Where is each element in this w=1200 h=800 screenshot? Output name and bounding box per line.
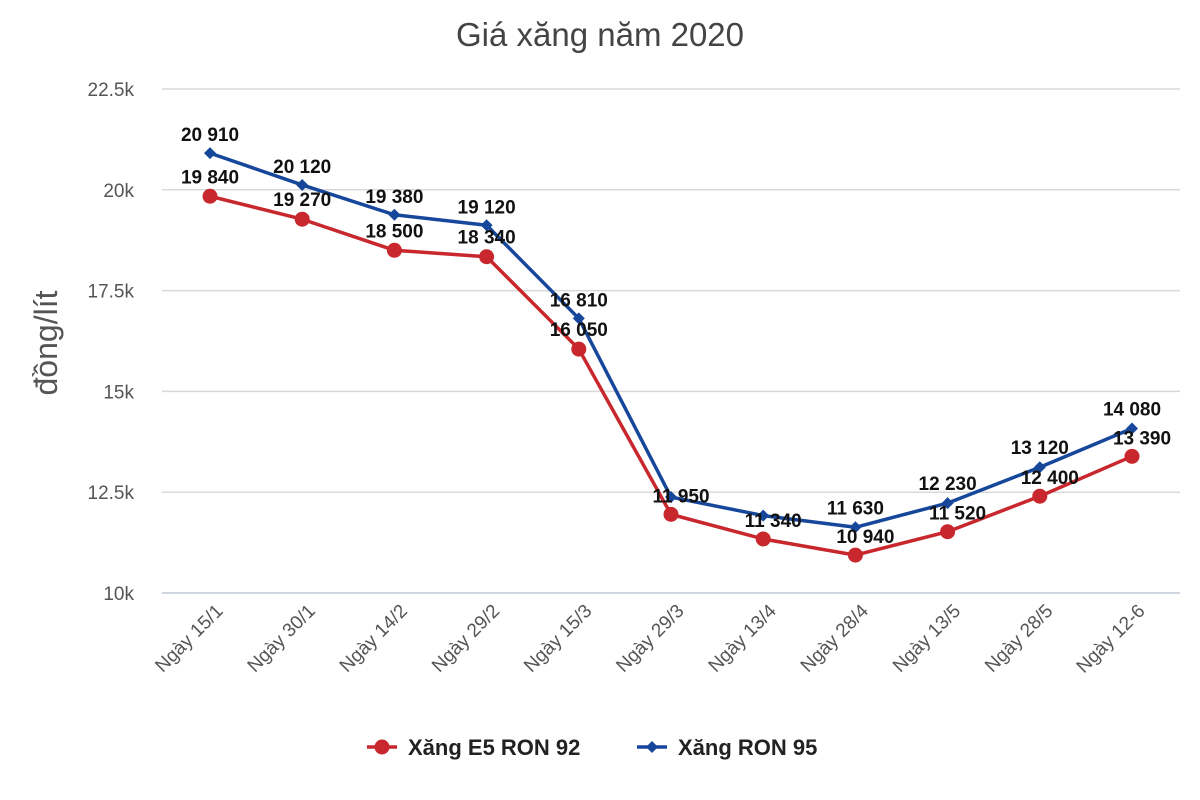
grid-layer [162, 88, 1180, 594]
legend-label: Xăng E5 RON 92 [408, 735, 580, 760]
y-axis-label: đồng/lít [28, 290, 64, 395]
y-tick-label: 20k [103, 181, 134, 202]
y-tick-labels: 10k 12.5k 15k 17.5k 20k 22.5k [88, 80, 135, 605]
x-tick-label: Ngày 13/5 [889, 601, 965, 677]
series-1-point [388, 208, 401, 221]
series-1-point [296, 178, 309, 191]
x-tick-label: Ngày 14/2 [336, 601, 412, 677]
series-1-point [757, 509, 770, 522]
y-tick-label: 17.5k [88, 282, 135, 303]
series-1-point [1033, 461, 1046, 474]
data-label: 12 400 [1021, 468, 1079, 489]
data-label: 20 120 [273, 157, 331, 178]
data-label: 19 380 [365, 187, 423, 208]
data-labels: 19 840 19 270 18 500 18 340 16 050 11 950 11 3… [181, 125, 1171, 548]
series-1-point [1126, 422, 1138, 435]
data-label: 10 940 [836, 527, 894, 548]
x-tick-label: Ngày 28/5 [981, 601, 1057, 677]
legend-label: Xăng RON 95 [678, 735, 817, 760]
y-tick-label: 22.5k [88, 80, 135, 101]
data-label: 14 080 [1103, 399, 1161, 420]
series-0-point [202, 188, 218, 204]
data-label: 19 840 [181, 167, 239, 188]
data-label: 11 520 [929, 504, 986, 525]
series-1-point [849, 521, 862, 534]
data-label: 11 630 [827, 498, 884, 519]
series-0-point [386, 242, 402, 258]
series-0-point [755, 531, 771, 547]
data-label: 13 390 [1113, 428, 1171, 449]
legend: Xăng E5 RON 92 Xăng RON 95 [367, 735, 817, 760]
x-tick-label: Ngày 15/3 [520, 601, 596, 677]
y-tick-label: 15k [103, 382, 134, 403]
data-label: 12 230 [919, 474, 977, 495]
series-0-point [1124, 448, 1140, 464]
x-tick-label: Ngày 29/2 [428, 601, 504, 677]
series-1-point [572, 312, 585, 325]
series-layer [202, 147, 1140, 563]
series-0-point [663, 506, 679, 522]
data-label: 18 340 [458, 228, 516, 249]
series-0-point [940, 524, 956, 540]
data-label: 18 500 [365, 221, 423, 242]
x-tick-labels: Ngày 15/1 Ngày 30/1 Ngày 14/2 Ngày 29/2 Ngày… [151, 600, 1149, 677]
data-label: 16 810 [550, 290, 608, 311]
x-tick-label: Ngày 30/1 [244, 601, 320, 677]
series-line-1 [209, 151, 1133, 530]
data-label: 11 950 [652, 486, 709, 507]
chart-title: Giá xăng năm 2020 [456, 16, 744, 53]
series-1-point [665, 491, 677, 504]
series-1-point [480, 219, 493, 232]
x-tick-label: Ngày 13/4 [705, 600, 781, 676]
series-1-point [204, 147, 216, 160]
y-tick-label: 12.5k [88, 483, 135, 504]
series-0-point [571, 341, 587, 357]
y-tick-label: 10k [103, 584, 134, 605]
series-0-point [847, 547, 863, 563]
legend-marker [646, 741, 658, 753]
x-tick-label: Ngày 29/3 [612, 601, 688, 677]
series-0-point [294, 211, 310, 227]
x-tick-label: Ngày 12-6 [1073, 601, 1150, 678]
data-label: 20 910 [181, 125, 239, 146]
series-0-point [479, 249, 495, 265]
x-tick-label: Ngày 28/4 [797, 600, 873, 676]
data-label: 19 270 [273, 190, 331, 211]
x-tick-label: Ngày 15/1 [151, 601, 227, 677]
legend-marker [374, 739, 390, 755]
data-label: 13 120 [1011, 438, 1069, 459]
data-label: 16 050 [550, 320, 608, 341]
series-1-point [941, 497, 954, 510]
series-0-point [1032, 488, 1048, 504]
data-label: 19 120 [458, 197, 516, 218]
data-label: 11 340 [745, 511, 802, 532]
